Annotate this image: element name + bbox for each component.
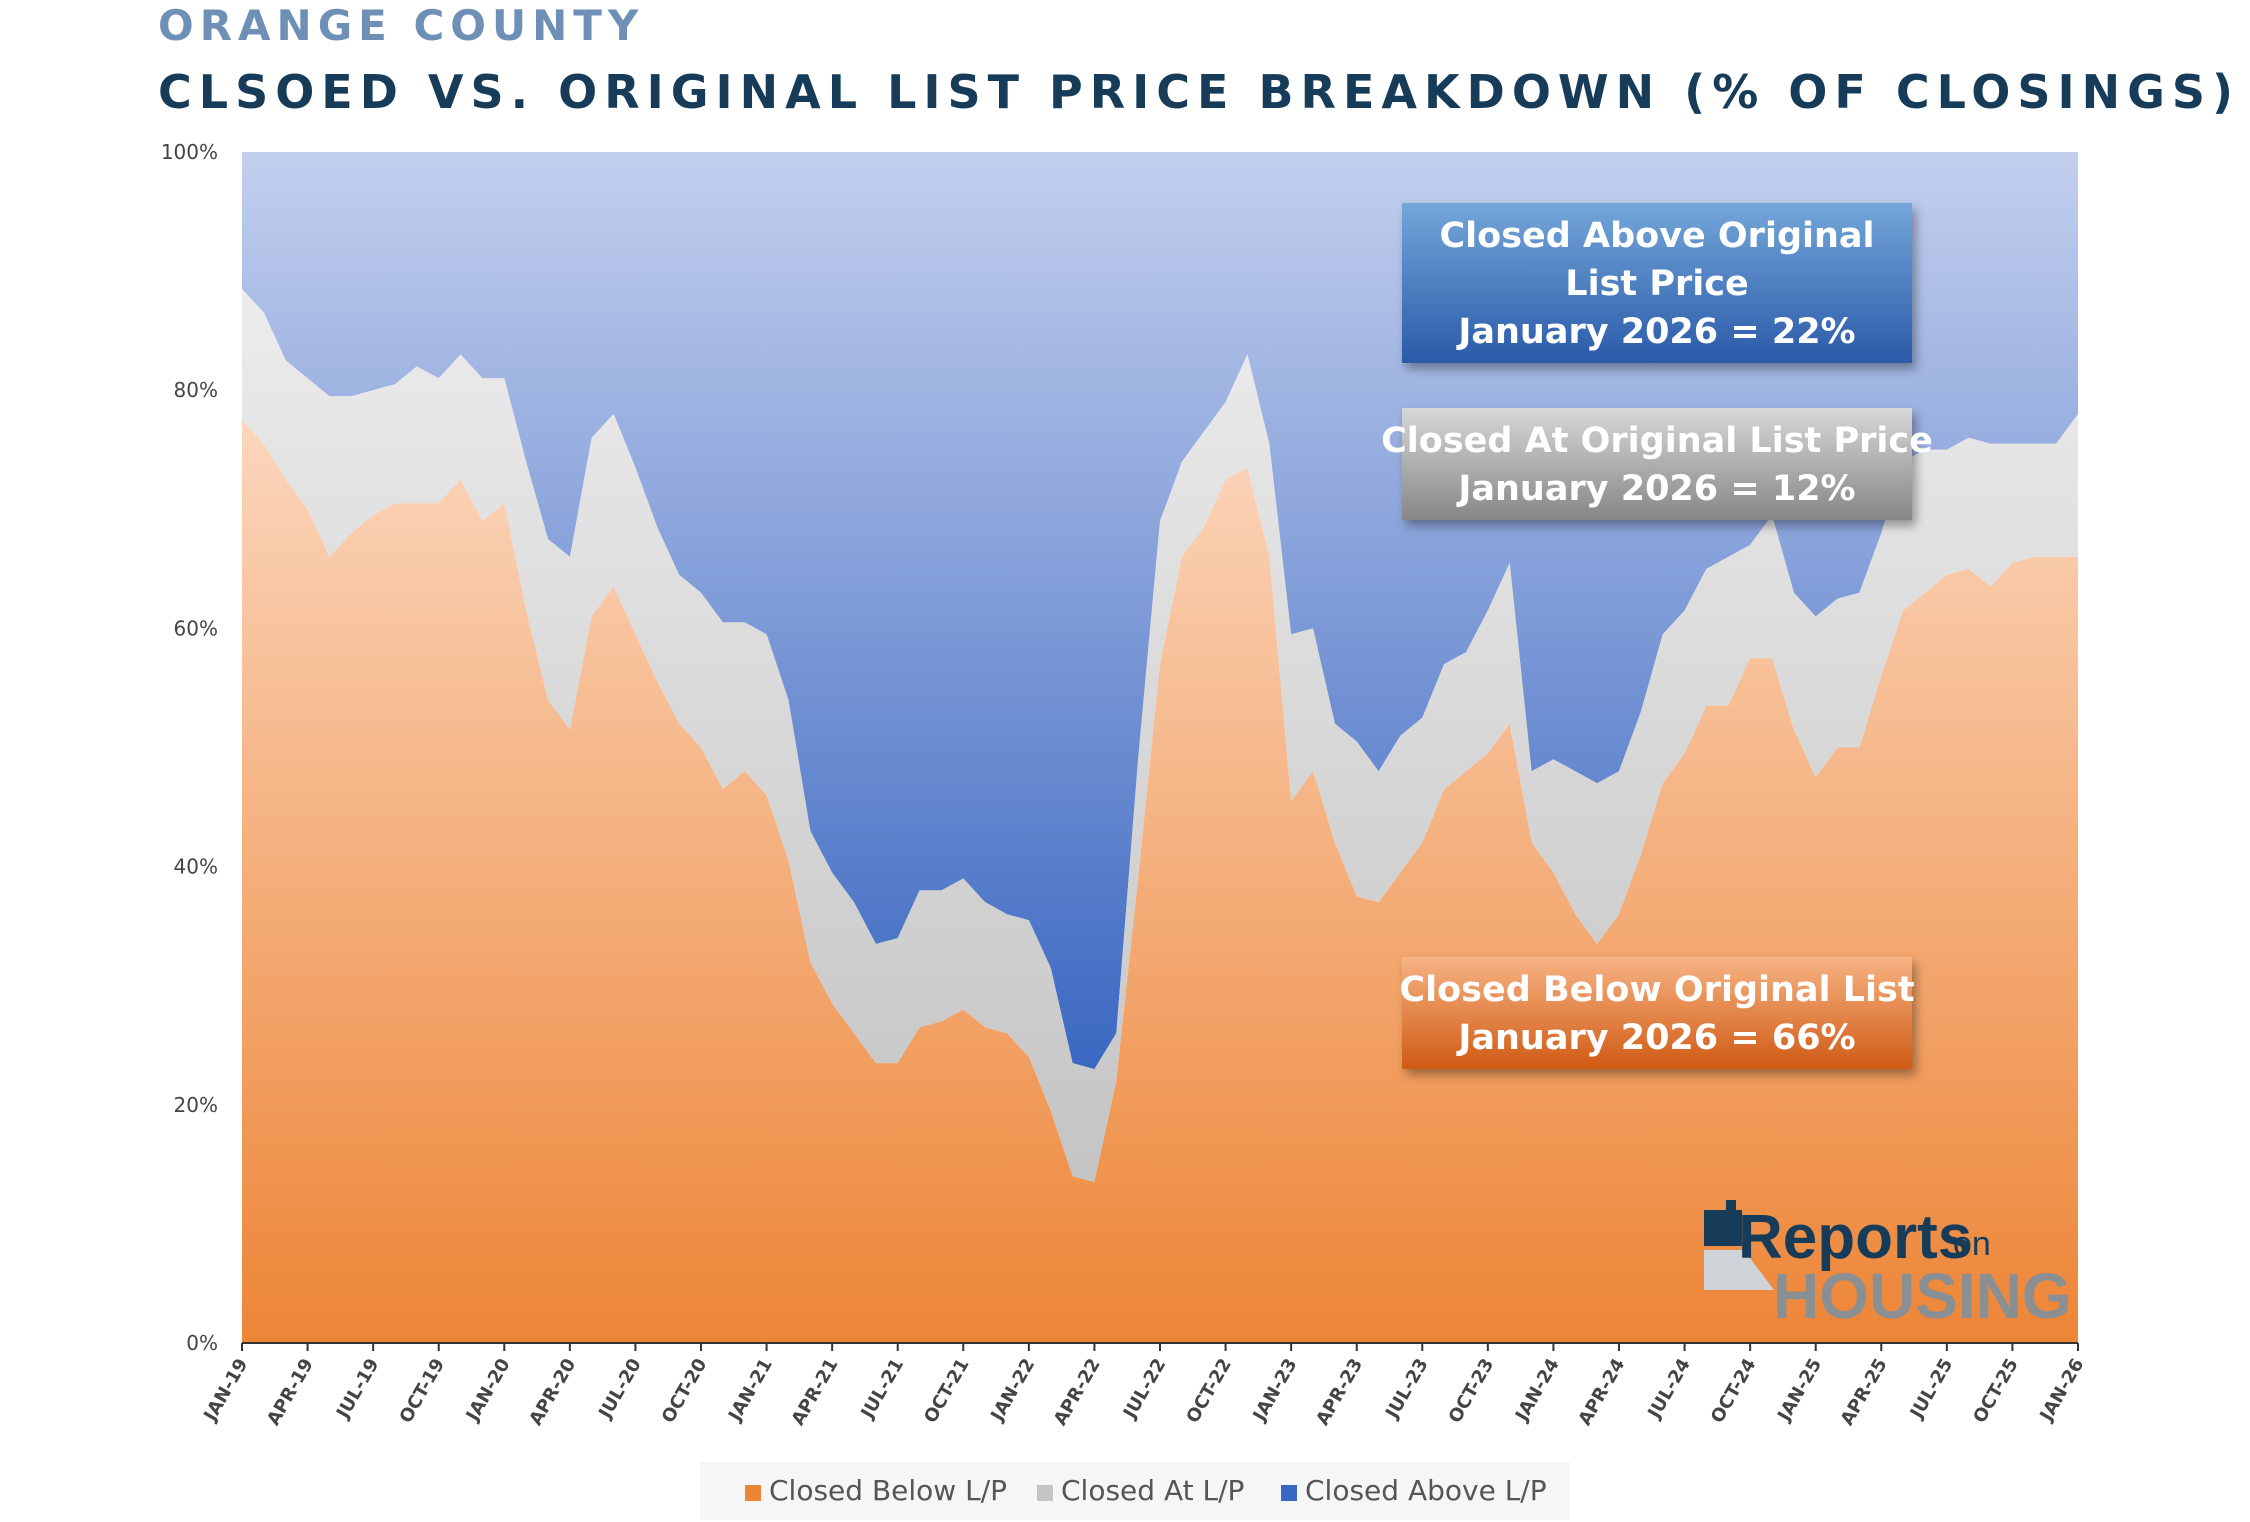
legend-label-below: Closed Below L/P [769, 1474, 1007, 1507]
x-tick-label: APR-19 [263, 1355, 318, 1429]
x-tick-label: APR-22 [1050, 1355, 1105, 1429]
annotation-above-text: Closed Above Original List Price January… [1439, 216, 1874, 352]
x-tick-label: JUL-21 [856, 1355, 908, 1424]
chart-subtitle: ORANGE COUNTY [158, 1, 645, 50]
x-tick-label: JUL-19 [332, 1355, 384, 1424]
annotation-above-line-2: List Price [1565, 264, 1748, 304]
chart-title: CLSOED VS. ORIGINAL LIST PRICE BREAKDOWN… [158, 65, 2241, 119]
x-tick-label: JUL-22 [1118, 1355, 1170, 1424]
x-tick-label: OCT-24 [1707, 1355, 1761, 1427]
annotation-above [1402, 203, 1912, 363]
annotation-at-line-2: January 2026 = 12% [1456, 469, 1855, 509]
logo-on: on [1953, 1225, 1991, 1263]
series-areas [242, 152, 2078, 1343]
house-icon [1704, 1200, 1742, 1246]
reports-on-housing-logo: Reports on HOUSING [1704, 1200, 2072, 1332]
legend-swatch-at [1037, 1485, 1053, 1501]
x-tick-label: JAN-26 [2035, 1355, 2088, 1426]
x-tick-label: APR-25 [1837, 1355, 1892, 1429]
x-tick-label: JUL-20 [594, 1355, 646, 1424]
x-tick-label: OCT-19 [396, 1355, 450, 1427]
legend-background [700, 1462, 1570, 1520]
x-tick-label: JUL-23 [1381, 1355, 1433, 1424]
x-tick-label: OCT-25 [1969, 1355, 2023, 1427]
annotation-at [1402, 408, 1912, 520]
x-tick-label: JAN-21 [724, 1355, 777, 1426]
area-closed-at [242, 289, 2078, 1183]
x-tick-label: JUL-24 [1643, 1355, 1695, 1424]
y-tick-label: 0% [186, 1331, 218, 1355]
x-tick-label: OCT-20 [658, 1355, 712, 1427]
y-tick-label: 20% [174, 1093, 218, 1117]
x-tick-label: JAN-24 [1510, 1355, 1563, 1426]
annotation-below-line-1: Closed Below Original List [1399, 970, 1914, 1010]
x-tick-label: JAN-23 [1248, 1355, 1301, 1426]
x-tick-label: JAN-22 [986, 1355, 1039, 1426]
annotation-below-text: Closed Below Original List January 2026 … [1399, 970, 1914, 1058]
x-tick-label: JAN-25 [1773, 1355, 1826, 1426]
x-tick-label: OCT-21 [920, 1355, 974, 1427]
x-tick-label: APR-21 [788, 1355, 843, 1429]
legend-label-above: Closed Above L/P [1305, 1474, 1547, 1507]
x-tick-label: OCT-22 [1182, 1355, 1236, 1427]
header: ORANGE COUNTY CLSOED VS. ORIGINAL LIST P… [158, 0, 2240, 120]
x-tick-label: JAN-20 [461, 1355, 514, 1426]
x-tick-label: JUL-25 [1905, 1355, 1957, 1424]
legend-swatch-below [745, 1485, 761, 1501]
y-tick-label: 100% [161, 140, 218, 164]
legend-label-at: Closed At L/P [1061, 1474, 1244, 1507]
x-tick-label: JAN-19 [199, 1355, 252, 1426]
legend-swatch-above [1281, 1485, 1297, 1501]
area-closed-above [242, 152, 2078, 1070]
y-tick-label: 40% [174, 855, 218, 879]
y-axis: 0% 20% 40% 60% 80% 100% [161, 140, 218, 1355]
annotation-at-text: Closed At Original List Price January 20… [1381, 421, 1933, 509]
area-closed-below [242, 420, 2078, 1343]
logo-shape-icon [1704, 1250, 1774, 1290]
annotation-above-line-1: Closed Above Original [1439, 216, 1874, 256]
x-tick-label: APR-24 [1574, 1355, 1629, 1429]
y-tick-label: 60% [174, 616, 218, 640]
annotation-at-line-1: Closed At Original List Price [1381, 421, 1933, 461]
logo-reports: Reports [1738, 1203, 1972, 1272]
annotation-below-line-2: January 2026 = 66% [1456, 1018, 1855, 1058]
x-tick-label: APR-23 [1312, 1355, 1367, 1429]
x-axis: JAN-19 APR-19 JUL-19 OCT-19 JAN-20 APR-20 JUL-… [199, 1342, 2088, 1429]
x-tick-label: APR-20 [525, 1355, 580, 1429]
annotation-below [1402, 957, 1912, 1069]
y-tick-label: 80% [174, 378, 218, 402]
annotation-above-line-3: January 2026 = 22% [1456, 312, 1855, 352]
x-tick-label: OCT-23 [1445, 1355, 1499, 1427]
legend: Closed Below L/P Closed At L/P Closed Ab… [700, 1462, 1570, 1520]
logo-housing: HOUSING [1773, 1260, 2072, 1332]
